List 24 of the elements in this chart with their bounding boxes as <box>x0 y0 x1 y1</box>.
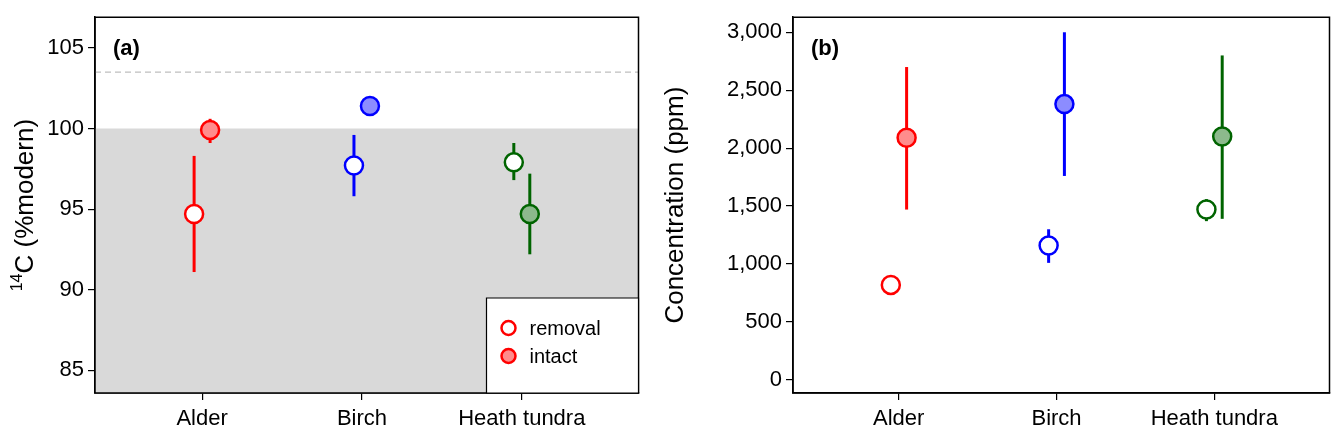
legend-label: intact <box>529 344 578 367</box>
text: (b) <box>811 35 840 61</box>
x-tick-label: Birch <box>1031 405 1082 429</box>
y-axis-title: Concentration (ppm) <box>659 86 689 324</box>
x-tick-label: Heath tundra <box>458 405 587 429</box>
y-tick-label: 90 <box>59 275 84 301</box>
y-tick-label: 100 <box>47 114 84 140</box>
y-tick-label: 2,500 <box>726 76 782 102</box>
y-tick-label: 2,000 <box>726 134 782 160</box>
x-tick-label: Heath tundra <box>1150 405 1279 429</box>
y-tick-label: 3,000 <box>726 18 782 44</box>
x-tick-label: Alder <box>873 405 925 429</box>
y-tick-label: 95 <box>59 195 84 221</box>
y-tick-label: 500 <box>745 308 782 334</box>
x-tick-label: Alder <box>176 405 228 429</box>
y-tick-label: 1,500 <box>726 192 782 218</box>
y-tick-label: 105 <box>47 33 84 59</box>
y-axis-title: 14C (%modern) <box>8 118 39 292</box>
text: (a) <box>113 35 140 61</box>
y-tick-label: 0 <box>769 365 782 391</box>
y-tick-label: 85 <box>59 356 84 382</box>
legend-label: removal <box>529 316 601 339</box>
x-tick-label: Birch <box>336 405 388 429</box>
y-tick-label: 1,000 <box>726 250 782 276</box>
